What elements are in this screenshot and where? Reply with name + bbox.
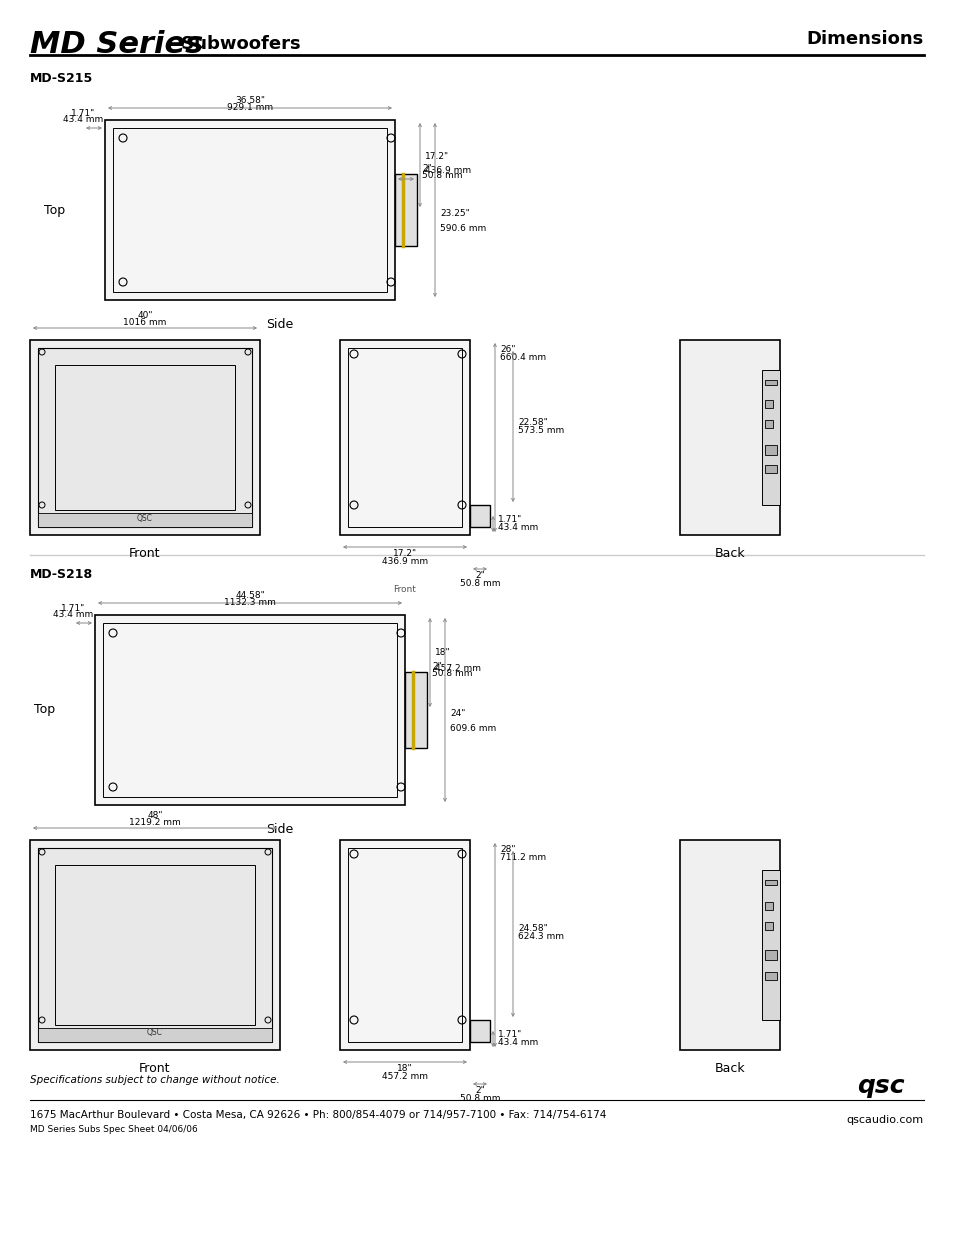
Text: qscaudio.com: qscaudio.com [846, 1115, 923, 1125]
Text: Side: Side [266, 317, 294, 331]
Bar [679, 340, 780, 535]
Text: MD-S218: MD-S218 [30, 568, 93, 580]
Text: 660.4 mm: 660.4 mm [499, 353, 545, 362]
Text: 457.2 mm: 457.2 mm [381, 1072, 428, 1081]
Text: 43.4 mm: 43.4 mm [52, 610, 93, 619]
Bar [764, 380, 776, 385]
Text: QSC: QSC [137, 514, 152, 522]
Text: 590.6 mm: 590.6 mm [439, 224, 486, 232]
Text: 1.71": 1.71" [497, 515, 521, 524]
Text: 609.6 mm: 609.6 mm [450, 725, 496, 734]
Text: Back: Back [714, 1062, 744, 1074]
Text: Back: Back [714, 547, 744, 559]
Bar [761, 370, 780, 505]
Text: 624.3 mm: 624.3 mm [517, 932, 563, 941]
Text: 22.58": 22.58" [517, 417, 547, 427]
Bar [38, 513, 252, 527]
Text: 436.9 mm: 436.9 mm [424, 165, 471, 175]
Bar [764, 420, 772, 429]
Text: 43.4 mm: 43.4 mm [63, 115, 103, 124]
Text: Top: Top [45, 204, 66, 216]
Text: 457.2 mm: 457.2 mm [435, 663, 480, 673]
Text: 1016 mm: 1016 mm [123, 317, 167, 327]
Bar [395, 174, 416, 246]
Text: 50.8 mm: 50.8 mm [432, 669, 472, 678]
Bar [761, 869, 780, 1020]
Text: 43.4 mm: 43.4 mm [497, 1037, 537, 1047]
Text: 1.71": 1.71" [71, 109, 95, 119]
Text: 573.5 mm: 573.5 mm [517, 426, 563, 435]
Text: 28": 28" [499, 845, 515, 853]
Bar [764, 950, 776, 960]
Text: 50.8 mm: 50.8 mm [421, 170, 462, 180]
Bar [764, 972, 776, 981]
Text: Subwoofers: Subwoofers [174, 35, 300, 53]
Bar [764, 902, 772, 910]
Bar [470, 505, 490, 527]
Text: 43.4 mm: 43.4 mm [497, 522, 537, 532]
Text: 48": 48" [147, 811, 163, 820]
Text: 36.58": 36.58" [234, 96, 265, 105]
Text: Dimensions: Dimensions [806, 30, 923, 48]
Bar [105, 120, 395, 300]
Text: 1219.2 mm: 1219.2 mm [129, 818, 181, 827]
Text: qsc: qsc [857, 1074, 904, 1098]
Text: 17.2": 17.2" [424, 152, 449, 161]
Text: 2": 2" [421, 164, 432, 173]
Text: 1132.3 mm: 1132.3 mm [224, 598, 275, 606]
Text: 436.9 mm: 436.9 mm [381, 557, 428, 566]
Text: Front: Front [394, 585, 416, 594]
Bar [38, 1028, 272, 1042]
Text: MD Series: MD Series [30, 30, 203, 59]
Text: 1.71": 1.71" [497, 1030, 521, 1039]
Text: 18": 18" [396, 1065, 413, 1073]
Text: 2": 2" [475, 1086, 484, 1095]
Bar [348, 848, 461, 1042]
Text: QSC: QSC [147, 1029, 163, 1037]
Text: 1675 MacArthur Boulevard • Costa Mesa, CA 92626 • Ph: 800/854-4079 or 714/957-71: 1675 MacArthur Boulevard • Costa Mesa, C… [30, 1110, 606, 1120]
Text: 26": 26" [499, 345, 515, 354]
Bar [30, 340, 260, 535]
Text: 50.8 mm: 50.8 mm [459, 1094, 499, 1103]
Bar [38, 848, 272, 1042]
Text: 24": 24" [450, 709, 465, 719]
Bar [764, 923, 772, 930]
Bar [112, 128, 387, 291]
Text: 50.8 mm: 50.8 mm [459, 579, 499, 588]
Text: 17.2": 17.2" [393, 550, 416, 558]
Text: 40": 40" [137, 311, 152, 320]
Text: 23.25": 23.25" [439, 209, 469, 219]
Text: MD-S215: MD-S215 [30, 72, 93, 85]
Text: 929.1 mm: 929.1 mm [227, 103, 273, 112]
Text: Front: Front [139, 1062, 171, 1074]
Text: Front: Front [129, 547, 161, 559]
Bar [470, 1020, 490, 1042]
Bar [405, 672, 427, 748]
Text: Specifications subject to change without notice.: Specifications subject to change without… [30, 1074, 279, 1086]
Bar [103, 622, 396, 797]
Bar [55, 366, 234, 510]
Text: Top: Top [34, 704, 55, 716]
Text: 18": 18" [435, 648, 450, 657]
Text: Side: Side [266, 823, 294, 836]
Bar [764, 881, 776, 885]
Bar [55, 864, 254, 1025]
Bar [339, 840, 470, 1050]
Text: MD Series Subs Spec Sheet 04/06/06: MD Series Subs Spec Sheet 04/06/06 [30, 1125, 197, 1134]
Text: 2": 2" [432, 662, 441, 671]
Bar [30, 840, 280, 1050]
Bar [38, 348, 252, 527]
Text: 24.58": 24.58" [517, 924, 547, 932]
Bar [764, 466, 776, 473]
Text: 1.71": 1.71" [61, 604, 85, 613]
Bar [339, 340, 470, 535]
Bar [348, 348, 461, 527]
Bar [764, 400, 772, 408]
Bar [764, 445, 776, 454]
Bar [679, 840, 780, 1050]
Bar [95, 615, 405, 805]
Text: 2": 2" [475, 571, 484, 580]
Text: 44.58": 44.58" [234, 592, 265, 600]
Text: 711.2 mm: 711.2 mm [499, 853, 545, 862]
